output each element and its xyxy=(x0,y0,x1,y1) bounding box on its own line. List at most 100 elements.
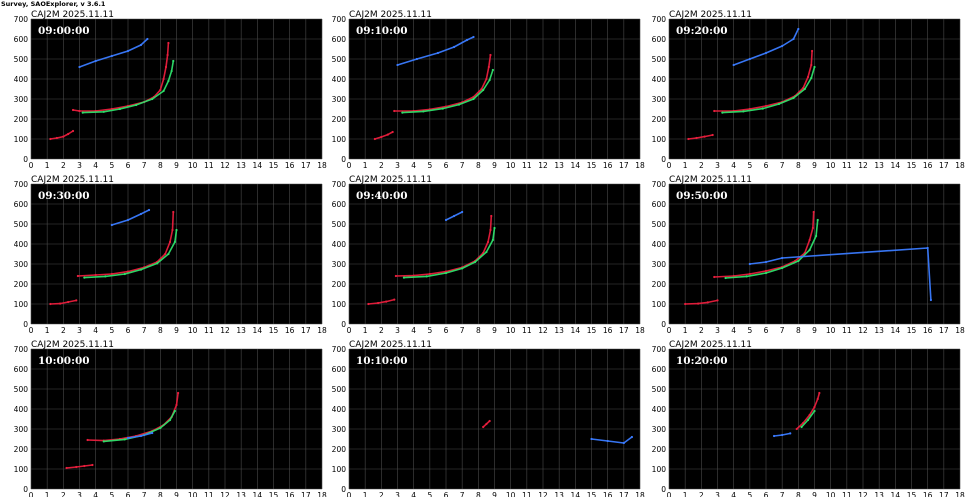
x-tick-label: 5 xyxy=(109,161,114,170)
ionogram-panel-8: CAJ2M 2025.11.110 1 2 3 4 5 6 7 8 9 10 11 12 13 14 15 16… xyxy=(332,340,645,497)
x-tick-label: 3 xyxy=(395,161,400,170)
x-tick-label: 15 xyxy=(269,326,279,335)
trace-point xyxy=(173,409,176,413)
y-tick-label: 300 xyxy=(652,425,667,434)
trace-point xyxy=(813,65,816,69)
y-tick-label: 700 xyxy=(332,345,347,354)
trace-point xyxy=(170,69,173,73)
x-tick-label: 12 xyxy=(220,161,230,170)
trace-point xyxy=(367,302,370,306)
trace-4 xyxy=(111,209,150,226)
trace-point xyxy=(441,107,444,110)
trace-point xyxy=(391,130,394,134)
trace-point xyxy=(76,274,79,278)
x-tick-label: 9 xyxy=(812,491,817,497)
x-tick-label: 0 xyxy=(667,491,672,497)
trace-point xyxy=(808,238,811,242)
x-tick-label: 4 xyxy=(411,161,416,170)
x-tick-label: 6 xyxy=(126,326,131,335)
x-tick-label: 11 xyxy=(842,326,852,335)
trace-point xyxy=(444,218,448,222)
x-tick-label: 5 xyxy=(747,161,752,170)
trace-point xyxy=(75,299,78,302)
trace-point xyxy=(147,208,151,212)
x-tick-label: 0 xyxy=(347,161,352,170)
trace-point xyxy=(761,107,764,110)
trace-point xyxy=(159,88,162,92)
trace-point xyxy=(811,226,814,230)
x-tick-label: 14 xyxy=(253,326,263,335)
y-tick-label: 600 xyxy=(14,35,29,44)
x-tick-label: 5 xyxy=(427,326,432,335)
x-tick-label: 15 xyxy=(907,491,917,497)
x-tick-label: 3 xyxy=(715,491,720,497)
x-tick-label: 17 xyxy=(939,161,949,170)
x-tick-label: 5 xyxy=(427,491,432,497)
x-tick-label: 3 xyxy=(77,326,82,335)
x-tick-label: 15 xyxy=(907,326,917,335)
panel-time-label: 09:40:00 xyxy=(356,190,408,202)
x-tick-label: 8 xyxy=(476,326,481,335)
x-tick-label: 8 xyxy=(796,161,801,170)
trace-1 xyxy=(684,299,719,305)
trace-point xyxy=(606,439,609,443)
trace-point xyxy=(764,269,768,273)
trace-point xyxy=(802,86,805,90)
x-tick-label: 6 xyxy=(764,326,769,335)
trace-point xyxy=(159,426,162,430)
trace-point xyxy=(813,405,816,409)
trace-point xyxy=(485,77,488,81)
trace-point xyxy=(104,275,107,278)
x-tick-label: 4 xyxy=(93,326,98,335)
x-tick-label: 2 xyxy=(699,326,704,335)
trace-point xyxy=(482,88,485,92)
x-tick-label: 11 xyxy=(842,161,852,170)
x-tick-label: 15 xyxy=(907,161,917,170)
trace-point xyxy=(168,418,172,422)
x-tick-label: 0 xyxy=(667,161,672,170)
trace-4 xyxy=(732,28,800,66)
x-tick-label: 1 xyxy=(45,161,50,170)
x-tick-label: 6 xyxy=(444,161,449,170)
x-tick-label: 0 xyxy=(347,491,352,497)
trace-point xyxy=(818,391,821,395)
trace-point xyxy=(745,275,748,278)
y-tick-label: 100 xyxy=(14,135,29,144)
trace-point xyxy=(166,53,169,57)
trace-1 xyxy=(367,298,396,305)
trace-point xyxy=(126,436,130,440)
trace-point xyxy=(393,298,396,301)
trace-point xyxy=(703,135,706,138)
x-tick-label: 1 xyxy=(363,161,368,170)
x-tick-label: 4 xyxy=(411,491,416,497)
trace-point xyxy=(493,226,496,230)
trace-point xyxy=(724,276,727,280)
x-tick-label: 3 xyxy=(395,326,400,335)
trace-point xyxy=(162,89,165,93)
y-tick-label: 300 xyxy=(14,260,29,269)
trace-point xyxy=(482,425,485,429)
x-tick-label: 11 xyxy=(522,326,532,335)
trace-point xyxy=(428,272,431,276)
y-tick-label: 500 xyxy=(332,220,347,229)
y-tick-label: 700 xyxy=(332,15,347,24)
x-tick-label: 15 xyxy=(587,491,597,497)
trace-point xyxy=(151,431,154,435)
trace-point xyxy=(461,267,464,270)
x-tick-label: 18 xyxy=(317,161,327,170)
trace-point xyxy=(480,87,483,91)
x-tick-label: 13 xyxy=(236,161,246,170)
y-tick-label: 400 xyxy=(332,75,347,84)
trace-point xyxy=(71,108,75,112)
y-tick-label: 500 xyxy=(652,385,667,394)
panel-time-label: 09:10:00 xyxy=(356,25,408,37)
y-tick-label: 600 xyxy=(14,200,29,209)
x-tick-label: 16 xyxy=(603,491,613,497)
y-tick-label: 0 xyxy=(341,320,346,329)
x-tick-label: 10 xyxy=(826,491,836,497)
trace-point xyxy=(748,272,751,276)
y-tick-label: 200 xyxy=(652,445,667,454)
panel-title: CAJ2M 2025.11.11 xyxy=(31,10,114,20)
trace-point xyxy=(800,425,803,429)
x-tick-label: 7 xyxy=(460,161,465,170)
